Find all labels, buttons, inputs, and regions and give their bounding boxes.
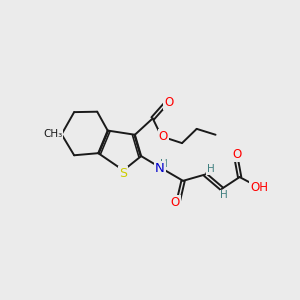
Text: O: O [171,196,180,209]
Text: H: H [207,164,215,174]
Text: S: S [119,167,128,180]
Text: O: O [232,148,242,161]
Text: H: H [220,190,228,200]
Text: CH₃: CH₃ [44,129,63,139]
Text: N: N [155,162,165,175]
Text: O: O [164,96,173,109]
Text: OH: OH [250,181,268,194]
Text: O: O [159,130,168,142]
Text: H: H [160,159,167,169]
